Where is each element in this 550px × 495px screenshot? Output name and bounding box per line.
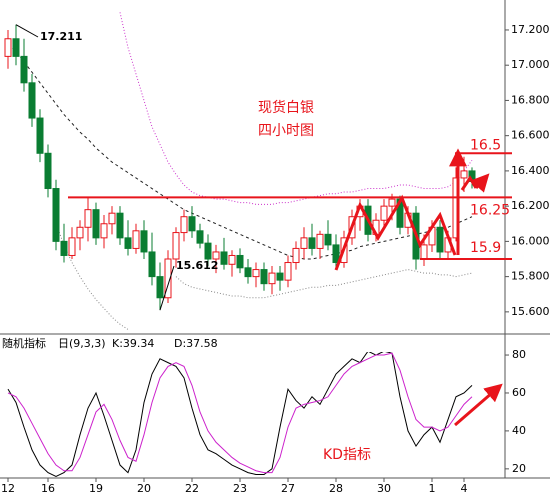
kd-line bbox=[7, 352, 473, 477]
candle-body bbox=[324, 233, 332, 246]
y-tick-label: 20 bbox=[512, 462, 526, 475]
candle-body bbox=[260, 269, 268, 285]
candle-body bbox=[284, 262, 292, 281]
candle-body bbox=[460, 170, 468, 179]
annotation: KD指标 bbox=[323, 447, 371, 463]
arrow bbox=[470, 173, 490, 193]
candle-body bbox=[148, 251, 156, 278]
candle-body bbox=[196, 230, 204, 244]
candle-body bbox=[124, 237, 132, 249]
candle-body bbox=[156, 276, 164, 299]
candle-body bbox=[180, 216, 188, 234]
y-tick-label: 80 bbox=[512, 348, 526, 361]
x-tick-label: 19 bbox=[89, 482, 103, 495]
candle-body bbox=[100, 223, 108, 239]
x-tick-label: 20 bbox=[137, 482, 151, 495]
candle-body bbox=[132, 230, 140, 249]
candle-body bbox=[212, 251, 220, 260]
candle-body bbox=[52, 188, 60, 242]
level-label: 15.9 bbox=[470, 240, 501, 256]
indicator-title: 随机指标 bbox=[2, 336, 46, 350]
candle-body bbox=[332, 244, 340, 264]
x-tick-label: 12 bbox=[1, 482, 15, 495]
arrow bbox=[454, 383, 503, 427]
level-label: 16.25 bbox=[470, 202, 510, 218]
y-tick-label: 16.200 bbox=[511, 199, 550, 212]
candle-body bbox=[28, 82, 36, 119]
candle-body bbox=[188, 216, 196, 232]
y-tick-label: 15.800 bbox=[511, 270, 550, 283]
candle-body bbox=[228, 254, 236, 265]
legend-entry: D:37.58 bbox=[174, 337, 218, 350]
candle-body bbox=[380, 205, 388, 221]
pointer bbox=[15, 24, 39, 38]
candle-body bbox=[268, 272, 276, 285]
candle-body bbox=[316, 233, 324, 249]
candle-body bbox=[92, 209, 100, 239]
x-tick-label: 27 bbox=[281, 482, 295, 495]
candle-body bbox=[60, 240, 68, 256]
candle-body bbox=[172, 232, 180, 260]
candle-body bbox=[292, 247, 300, 264]
candle-body bbox=[20, 55, 28, 84]
candle-body bbox=[12, 38, 20, 57]
y-tick-label: 16.800 bbox=[511, 93, 550, 106]
candle-body bbox=[420, 244, 428, 260]
candle-body bbox=[76, 226, 84, 239]
x-tick-label: 1 bbox=[429, 482, 436, 495]
candle-body bbox=[116, 212, 124, 239]
y-tick-label: 16.600 bbox=[511, 129, 550, 142]
candle-body bbox=[36, 117, 44, 154]
x-tick-label: 22 bbox=[185, 482, 199, 495]
y-tick-label: 16.400 bbox=[511, 164, 550, 177]
x-tick-label: 16 bbox=[41, 482, 55, 495]
candle-body bbox=[388, 198, 396, 207]
legend-entry: K:39.34 bbox=[112, 337, 154, 350]
overlay-line bbox=[55, 223, 473, 330]
candle-body bbox=[140, 230, 148, 253]
chart-subtitle: 四小时图 bbox=[258, 123, 314, 139]
y-tick-label: 60 bbox=[512, 386, 526, 399]
chart-title: 现货白银 bbox=[258, 99, 314, 116]
candle-body bbox=[204, 242, 212, 260]
candle-body bbox=[84, 209, 92, 228]
candle-body bbox=[44, 152, 52, 190]
candle-body bbox=[68, 237, 76, 256]
candle-body bbox=[300, 237, 308, 249]
arrows bbox=[334, 148, 503, 427]
x-tick-label: 23 bbox=[233, 482, 247, 495]
candle-body bbox=[308, 237, 316, 249]
indicator-period: 日(9,3,3) bbox=[58, 337, 106, 350]
candle-body bbox=[252, 269, 260, 278]
y-tick-label: 17.000 bbox=[511, 58, 550, 71]
candle-body bbox=[164, 258, 172, 299]
candle-body bbox=[220, 251, 228, 265]
kd-panel bbox=[7, 352, 473, 477]
level-label: 16.5 bbox=[470, 137, 501, 153]
y-tick-label: 16.000 bbox=[511, 234, 550, 247]
candle-body bbox=[4, 38, 12, 57]
overlay-line bbox=[7, 43, 473, 260]
candle-body bbox=[436, 226, 444, 253]
y-tick-label: 40 bbox=[512, 424, 526, 437]
pointer bbox=[159, 265, 175, 311]
x-tick-label: 28 bbox=[329, 482, 343, 495]
y-tick-label: 17.200 bbox=[511, 23, 550, 36]
max-label: 17.211 bbox=[40, 30, 82, 43]
x-tick-label: 30 bbox=[377, 482, 391, 495]
candle-body bbox=[276, 272, 284, 281]
candle-body bbox=[244, 267, 252, 278]
candle-body bbox=[108, 212, 116, 225]
candle-body bbox=[236, 254, 244, 269]
y-tick-label: 15.600 bbox=[511, 305, 550, 318]
min-label: 15.612 bbox=[176, 259, 218, 272]
kd-line bbox=[7, 352, 473, 474]
x-tick-label: 4 bbox=[461, 482, 468, 495]
